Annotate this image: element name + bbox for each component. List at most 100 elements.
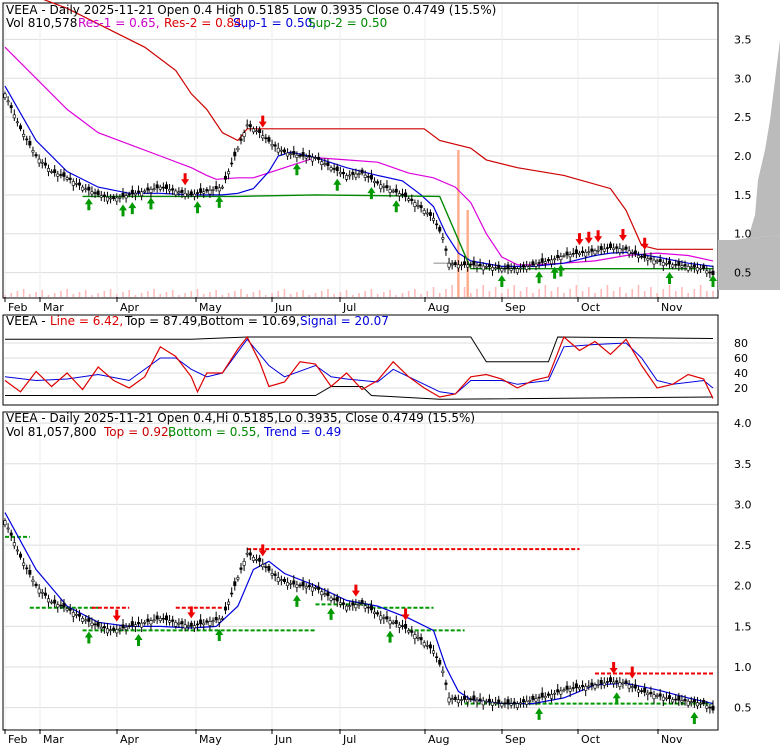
buy-arrow bbox=[556, 264, 565, 277]
trend-candle-body bbox=[360, 600, 364, 604]
price-candle-body bbox=[609, 243, 613, 249]
price-candle-body bbox=[556, 255, 560, 258]
volume-bar bbox=[103, 291, 106, 297]
trend-candle-body bbox=[571, 687, 575, 689]
trend-candle-body bbox=[484, 700, 488, 703]
price-y-label: 2.0 bbox=[734, 150, 752, 163]
volume-bar bbox=[109, 289, 112, 297]
price-candle-body bbox=[500, 268, 504, 272]
price-candle-body bbox=[366, 176, 370, 178]
trend-candle-body bbox=[478, 698, 482, 701]
trend-candle-body bbox=[661, 696, 665, 701]
price-candle-body bbox=[183, 193, 187, 197]
trend-y-label: 3.0 bbox=[734, 498, 752, 511]
volume-bar bbox=[569, 289, 571, 297]
trend-candle-body bbox=[413, 634, 417, 639]
buy-arrow bbox=[128, 202, 137, 215]
price-candle-body bbox=[463, 261, 467, 266]
price-candle-body bbox=[6, 100, 10, 103]
volume-bar bbox=[389, 290, 391, 297]
trend-candle-body bbox=[643, 687, 647, 693]
trend-candle-body bbox=[599, 680, 603, 684]
month-label: Apr bbox=[120, 733, 140, 745]
volume-bar bbox=[128, 290, 131, 297]
price-candle-body bbox=[534, 263, 538, 267]
trend-candle-body bbox=[503, 702, 507, 705]
price-candle-body bbox=[180, 189, 184, 193]
trend-candle-body bbox=[127, 625, 131, 627]
price-candle-body bbox=[99, 195, 103, 198]
price-candle-body bbox=[456, 264, 460, 269]
trend-y-label: 1.0 bbox=[734, 661, 752, 674]
price-panel-frame bbox=[2, 2, 719, 299]
price-candle-body bbox=[239, 138, 243, 141]
price-candle-body bbox=[9, 105, 13, 109]
trend-candle-body bbox=[71, 612, 75, 617]
price-candle-body bbox=[84, 188, 88, 190]
price-candle-body bbox=[605, 247, 609, 249]
volume-bar bbox=[153, 289, 155, 297]
month-label: Aug bbox=[428, 301, 449, 314]
trend-candle-body bbox=[223, 606, 227, 611]
volume-bar bbox=[258, 290, 261, 297]
volume-bar bbox=[451, 285, 453, 297]
price-candle-body bbox=[152, 188, 156, 190]
res1-line bbox=[4, 46, 714, 266]
price-candle-body bbox=[459, 264, 463, 267]
oscillator-lines bbox=[4, 335, 714, 400]
trend-candle-body bbox=[391, 622, 395, 624]
volume-bar bbox=[209, 292, 211, 297]
trend-candle-body bbox=[363, 605, 367, 609]
trend-buy-arrow bbox=[612, 692, 621, 705]
volume-bar bbox=[202, 294, 205, 297]
trend-candle-body bbox=[500, 703, 504, 707]
oscillator-y-ticks: 20 40 60 80 bbox=[734, 337, 748, 395]
trend-candle-body bbox=[422, 642, 426, 647]
price-candle-body bbox=[683, 264, 687, 267]
trend-candle-body bbox=[416, 636, 420, 639]
buy-arrow bbox=[535, 271, 544, 284]
price-candle-body bbox=[410, 198, 414, 201]
volume-bar bbox=[587, 287, 590, 297]
volume-bar bbox=[693, 289, 696, 297]
trend-buy-arrow bbox=[690, 712, 699, 724]
trend-candle-body bbox=[373, 611, 377, 614]
trend-candle-body bbox=[273, 573, 277, 576]
price-candle-body bbox=[230, 162, 234, 165]
trend-candle-body bbox=[636, 689, 640, 693]
volume-bars bbox=[4, 40, 780, 297]
volume-bar bbox=[631, 289, 634, 297]
price-candle-body bbox=[105, 196, 109, 202]
volume-bar bbox=[699, 285, 702, 297]
res1-label: Res-1 = 0.65, bbox=[78, 16, 160, 30]
price-candle-body bbox=[671, 264, 675, 268]
trend-candle-body bbox=[463, 695, 467, 700]
price-candle-body bbox=[270, 144, 274, 147]
trend-vol-label: Vol 81,057,800 bbox=[6, 425, 96, 439]
trend-candle-body bbox=[515, 703, 519, 708]
price-candle-body bbox=[692, 264, 696, 268]
volume-bar bbox=[159, 294, 162, 297]
month-label: Mar bbox=[43, 733, 64, 745]
price-y-label: 3.0 bbox=[734, 72, 752, 85]
price-candle-body bbox=[388, 189, 392, 193]
trend-candle-body bbox=[419, 637, 423, 641]
volume-bar bbox=[600, 289, 603, 297]
trend-buy-arrow bbox=[84, 631, 93, 644]
trend-candle-body bbox=[689, 701, 693, 703]
sell-arrow bbox=[575, 233, 584, 246]
trend-buy-arrow bbox=[386, 630, 395, 643]
trend-candle-body bbox=[447, 697, 451, 703]
trend-candle-body bbox=[40, 591, 44, 594]
price-candle-body bbox=[466, 264, 470, 268]
trend-candle-body bbox=[25, 567, 29, 570]
trend-candle-body bbox=[652, 694, 656, 700]
osc-y-label: 60 bbox=[734, 352, 748, 365]
osc-signal-label: Signal = 20.07 bbox=[300, 314, 389, 328]
price-candle-body bbox=[577, 252, 581, 255]
price-candle-body bbox=[550, 259, 554, 265]
price-candle-body bbox=[677, 261, 681, 266]
volume-bar bbox=[513, 285, 516, 297]
trend-bottom-label: Bottom = 0.55, bbox=[168, 425, 260, 439]
price-candle-body bbox=[264, 137, 268, 140]
